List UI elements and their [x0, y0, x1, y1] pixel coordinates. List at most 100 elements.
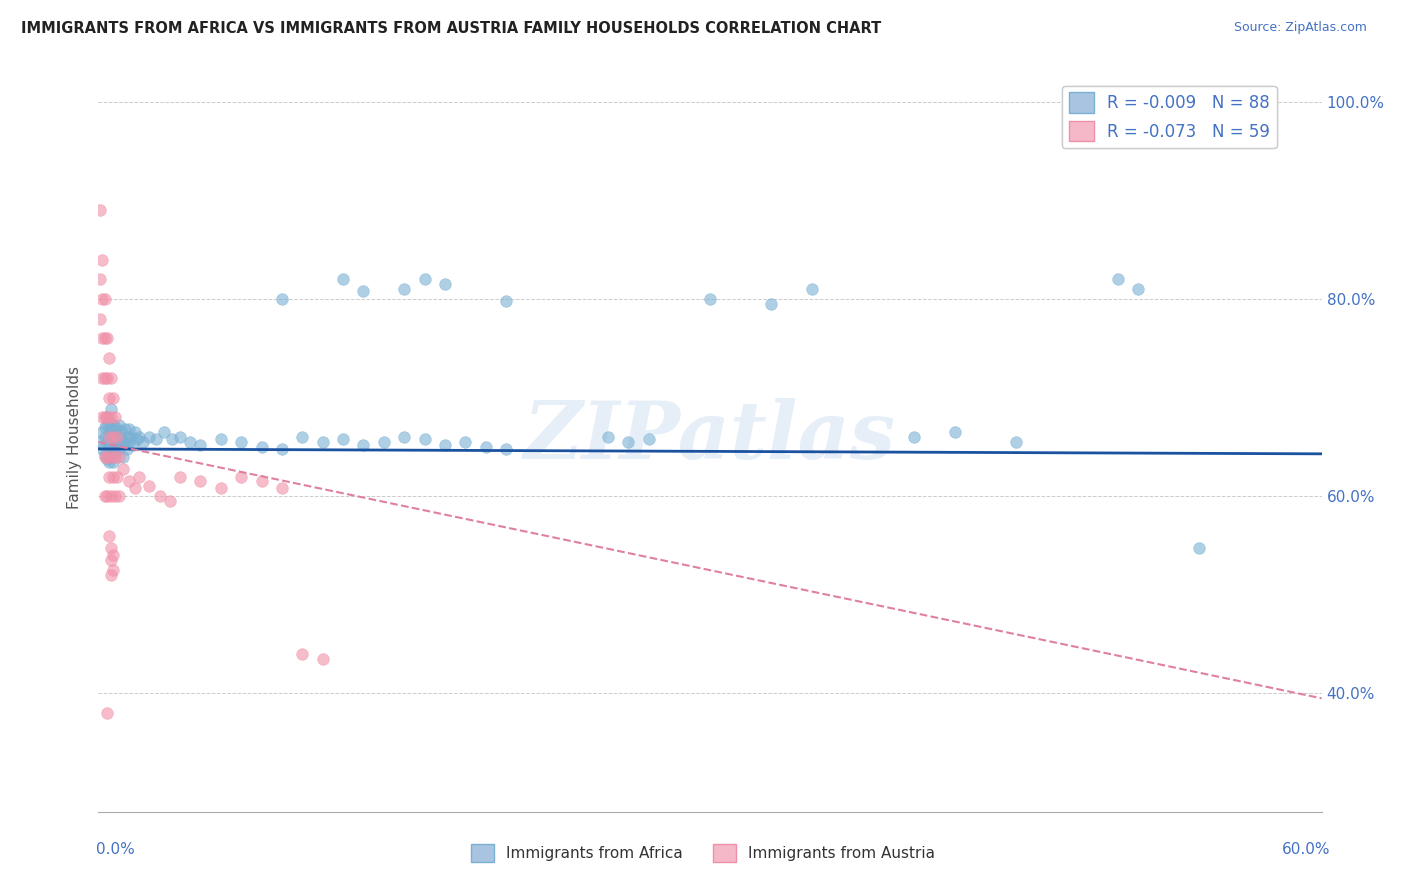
Point — [270, 481, 294, 495]
Point — [124, 481, 146, 495]
Text: ZIPatlas: ZIPatlas — [524, 399, 896, 475]
Point — [474, 440, 498, 454]
Point — [138, 479, 160, 493]
Point — [96, 410, 118, 425]
Point — [93, 371, 115, 385]
Point — [454, 435, 477, 450]
Point — [101, 455, 124, 469]
Point — [270, 292, 294, 306]
Point — [312, 652, 335, 666]
Point — [110, 424, 132, 438]
Point — [101, 442, 124, 456]
Point — [114, 435, 136, 450]
Point — [93, 292, 115, 306]
Point — [108, 418, 131, 433]
Point — [96, 489, 118, 503]
Point — [1004, 435, 1026, 450]
Point — [97, 415, 120, 429]
Point — [312, 435, 335, 450]
Point — [209, 481, 232, 495]
Point — [118, 475, 141, 489]
Point — [101, 418, 124, 433]
Point — [120, 430, 142, 444]
Point — [100, 422, 122, 436]
Point — [104, 420, 127, 434]
Point — [332, 432, 354, 446]
Point — [105, 469, 128, 483]
Point — [434, 438, 457, 452]
Point — [231, 435, 253, 450]
Point — [160, 432, 183, 446]
Point — [96, 706, 118, 720]
Point — [145, 432, 167, 446]
Point — [91, 410, 114, 425]
Point — [231, 469, 253, 483]
Point — [159, 494, 181, 508]
Point — [105, 430, 128, 444]
Point — [97, 442, 120, 456]
Point — [100, 541, 122, 555]
Point — [93, 489, 115, 503]
Point — [149, 489, 172, 503]
Point — [100, 371, 122, 385]
Point — [108, 442, 131, 456]
Point — [152, 425, 174, 439]
Point — [188, 438, 212, 452]
Point — [101, 563, 124, 577]
Point — [352, 438, 374, 452]
Point — [100, 438, 122, 452]
Point — [91, 442, 114, 456]
Point — [801, 282, 824, 296]
Point — [97, 391, 120, 405]
Point — [100, 410, 122, 425]
Y-axis label: Family Households: Family Households — [67, 366, 83, 508]
Point — [110, 432, 132, 446]
Point — [101, 430, 124, 444]
Point — [97, 430, 120, 444]
Point — [101, 549, 124, 563]
Point — [100, 450, 122, 464]
Point — [101, 469, 124, 483]
Point — [115, 430, 138, 444]
Point — [169, 469, 191, 483]
Point — [96, 371, 118, 385]
Point — [138, 430, 160, 444]
Point — [413, 432, 436, 446]
Point — [495, 293, 517, 308]
Point — [332, 272, 354, 286]
Point — [291, 647, 314, 661]
Point — [91, 371, 114, 385]
Point — [100, 568, 122, 582]
Point — [97, 455, 120, 469]
Point — [108, 450, 131, 464]
Point — [104, 446, 127, 460]
Point — [89, 435, 111, 450]
Point — [124, 425, 146, 439]
Point — [392, 430, 416, 444]
Point — [1188, 541, 1211, 555]
Point — [115, 442, 138, 456]
Point — [943, 425, 966, 439]
Point — [104, 489, 127, 503]
Point — [128, 430, 150, 444]
Point — [93, 450, 115, 464]
Point — [97, 351, 120, 366]
Point — [91, 425, 114, 439]
Point — [105, 424, 128, 438]
Point — [637, 432, 661, 446]
Point — [108, 430, 131, 444]
Point — [101, 430, 124, 444]
Point — [617, 435, 640, 450]
Point — [111, 436, 134, 450]
Point — [93, 448, 115, 462]
Point — [127, 432, 149, 446]
Legend: R = -0.009   N = 88, R = -0.073   N = 59: R = -0.009 N = 88, R = -0.073 N = 59 — [1062, 86, 1277, 148]
Point — [188, 475, 212, 489]
Point — [91, 292, 114, 306]
Point — [93, 420, 115, 434]
Point — [96, 435, 118, 450]
Point — [111, 450, 134, 464]
Point — [903, 430, 925, 444]
Point — [96, 450, 118, 464]
Point — [179, 435, 201, 450]
